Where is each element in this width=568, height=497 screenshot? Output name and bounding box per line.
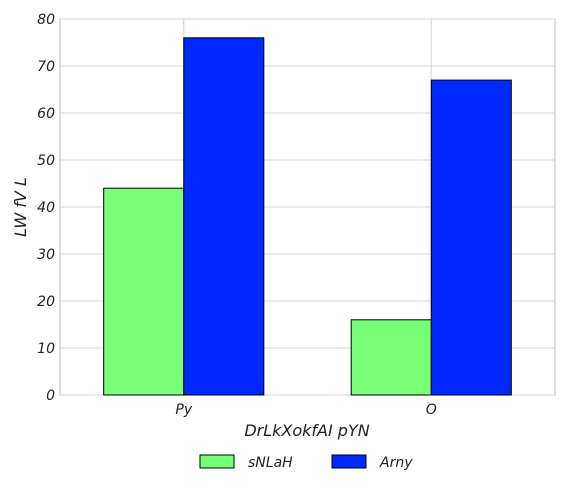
x-tick-label: O [426,402,437,418]
legend: sNLaH Arny [200,455,413,471]
y-axis-ticks: 0 10 20 30 40 50 60 70 80 [37,12,55,404]
y-tick-label: 80 [37,12,55,28]
y-tick-label: 10 [37,341,55,357]
y-tick-label: 0 [46,388,55,404]
legend-label: sNLaH [248,455,293,471]
bar-sNLaH-Py [104,188,184,395]
x-axis-label: DrLkXokfAI pYN [244,421,369,440]
legend-swatch [200,455,234,468]
legend-label: Arny [379,455,413,471]
y-tick-label: 50 [37,153,55,169]
bar-sNLaH-O [351,320,431,395]
y-tick-label: 20 [37,294,55,310]
legend-swatch [332,455,366,468]
bar-Arny-Py [184,38,264,395]
x-axis-ticks: Py O [175,402,436,418]
y-tick-label: 60 [37,106,55,122]
y-tick-label: 30 [37,247,55,263]
bar-Arny-O [431,80,511,395]
y-tick-label: 70 [37,59,55,75]
y-tick-label: 40 [37,200,55,216]
y-axis-label: LW fV L [11,177,30,237]
x-tick-label: Py [175,402,192,418]
